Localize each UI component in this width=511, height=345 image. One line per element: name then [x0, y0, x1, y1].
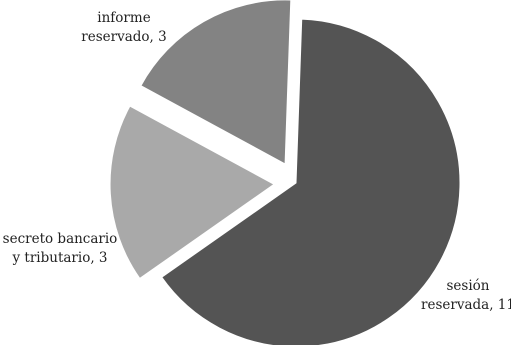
- slice-label-line: y tributario, 3: [12, 250, 108, 266]
- slice-label-2: informe reservado, 3: [81, 10, 166, 45]
- slice-label-line: reservado, 3: [81, 29, 166, 45]
- pie-slice-2: [140, 0, 292, 165]
- slice-label-line: sesión: [447, 278, 490, 294]
- slice-label-line: reservada, 11: [421, 297, 511, 313]
- pie-slice-1: [109, 105, 275, 280]
- slice-labels: sesión reservada, 11 secreto bancario y tri…: [3, 10, 511, 313]
- slice-label-line: informe: [97, 10, 150, 26]
- pie-slices: [109, 0, 461, 345]
- slice-label-0: sesión reservada, 11: [421, 278, 511, 313]
- slice-label-1: secreto bancario y tributario, 3: [3, 231, 118, 266]
- slice-label-line: secreto bancario: [3, 231, 118, 247]
- pie-slice-0: [161, 18, 461, 345]
